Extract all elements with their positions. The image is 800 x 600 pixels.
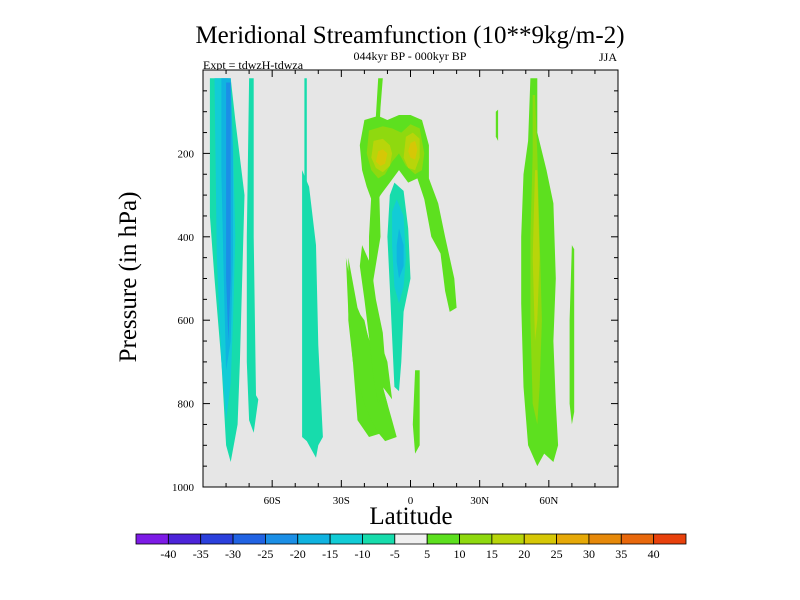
colorbar-swatch [200,533,234,545]
colorbar-swatch [265,533,299,545]
y-tick-label: 400 [178,232,195,244]
colorbar-swatch [620,533,655,545]
colorbar-label: -20 [290,547,306,561]
contour-region-9 [348,257,397,442]
subtitle-right: JJA [599,50,617,64]
colorbar-swatch [167,533,202,545]
colorbar-label: 5 [424,547,430,561]
colorbar-swatch [588,533,622,545]
colorbar-label: 40 [648,547,660,561]
colorbar-label: 10 [454,547,466,561]
colorbar-swatch [394,533,428,545]
colorbar-swatch [362,533,396,545]
chart-title: Meridional Streamfunction (10**9kg/m-2) [195,22,624,49]
colorbar-label: -25 [257,547,273,561]
contour-region-4 [246,78,259,433]
colorbar-label: -35 [193,547,209,561]
colorbar-label: -5 [390,547,400,561]
colorbar-swatch [491,533,525,545]
colorbar-swatch [556,533,590,545]
contour-region-18 [396,228,404,279]
x-tick-label: 60N [539,495,558,507]
colorbar-swatch [523,533,557,545]
colorbar-label: -15 [322,547,338,561]
y-tick-label: 1000 [172,482,195,494]
contour-regions [209,78,575,467]
x-tick-label: 30S [333,495,350,507]
colorbar-swatch [232,533,266,545]
y-tick-label: 800 [178,399,195,411]
x-tick-label: 60S [264,495,281,507]
contour-region-20 [412,370,420,454]
colorbar-label: 20 [518,547,530,561]
contour-region-15 [408,140,418,160]
contour-region-24 [532,170,540,342]
colorbar-label: -10 [354,547,370,561]
colorbar-swatch [297,533,331,545]
colorbar-swatch [426,533,460,545]
y-axis-label: Pressure (in hPa) [115,192,142,363]
y-tick-label: 200 [178,148,195,160]
contour-region-14 [375,149,388,166]
contour-region-19 [359,245,386,404]
colorbar-label: 35 [615,547,627,561]
colorbar-swatch [135,533,169,545]
colorbar-swatch [329,533,363,545]
axis-ticks: 60S 30S 0 30N 60N 200 400 600 800 1000 [172,70,619,507]
x-tick-label: 0 [408,495,414,507]
colorbar-label: 30 [583,547,595,561]
colorbar-label: -30 [225,547,241,561]
subtitle-center: 044kyr BP - 000kyr BP [354,49,467,63]
contour-region-3 [226,82,231,342]
colorbar-swatch [653,533,687,545]
contour-region-25 [569,245,575,425]
colorbar-label: 25 [551,547,563,561]
colorbar: -40 -35 -30 -25 -20 -15 -10 -5 5 10 15 20 25 30 35 40 [135,533,687,561]
y-tick-label: 600 [178,315,195,327]
subtitle-left: Expt = tdwzH-tdwza [203,58,304,72]
x-tick-label: 30N [470,495,489,507]
contour-region-6 [302,170,323,458]
contour-region-21 [495,109,499,141]
x-axis-label: Latitude [369,503,452,530]
plot-area: 60S 30S 0 30N 60N 200 400 600 800 1000 [172,69,619,507]
colorbar-label: -40 [160,547,176,561]
colorbar-label: 15 [486,547,498,561]
colorbar-swatch [459,533,493,545]
